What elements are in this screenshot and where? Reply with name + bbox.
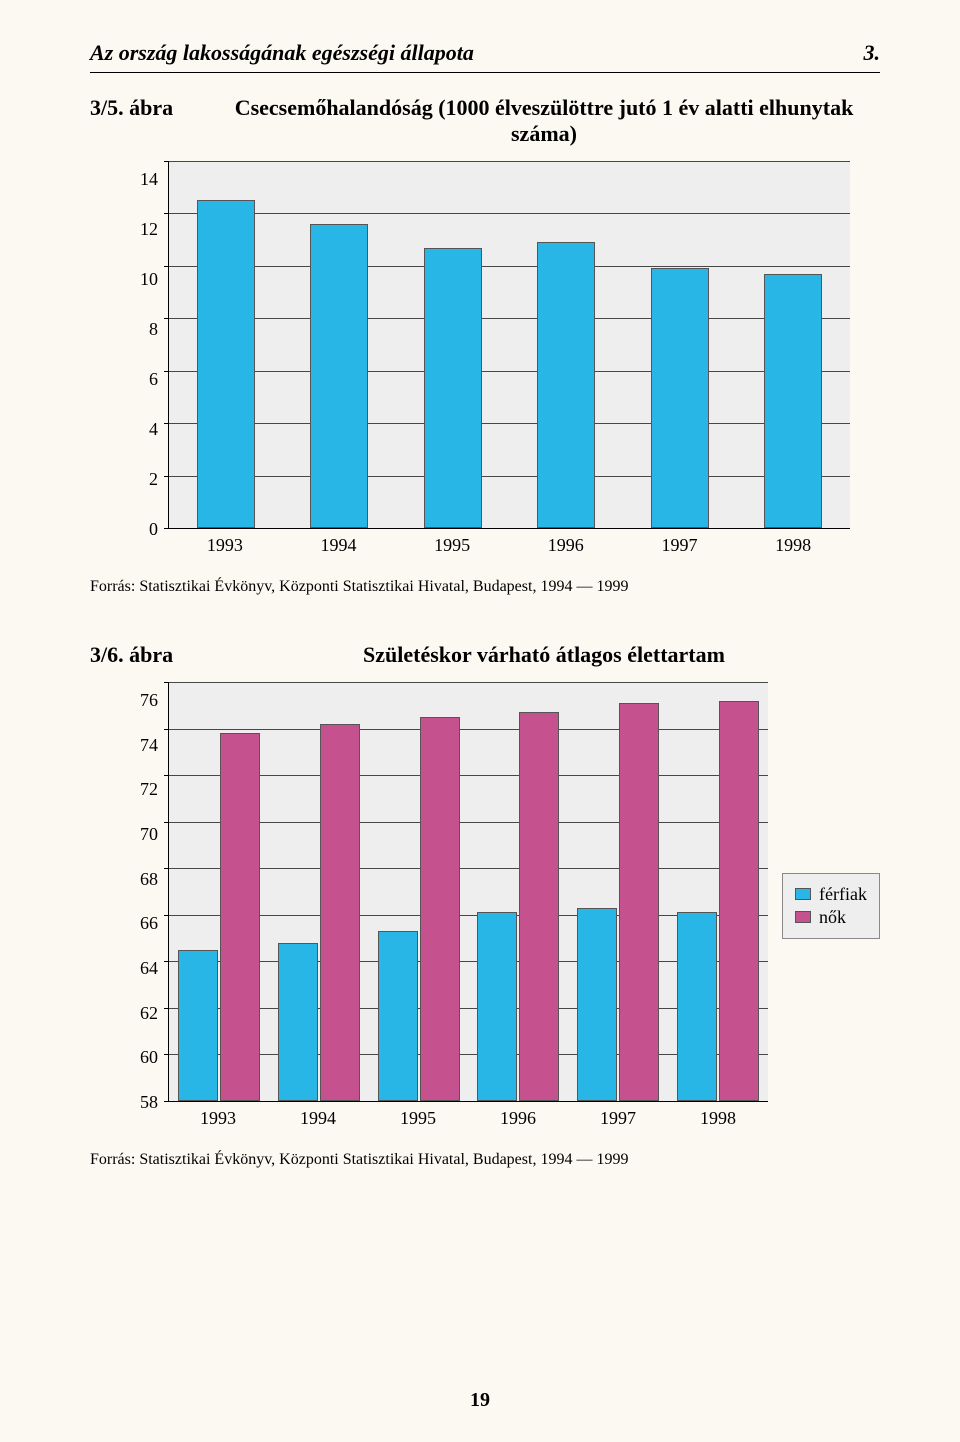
fig1-title: Csecsemőhalandóság (1000 élveszülöttre j…: [208, 95, 880, 147]
bar: [519, 712, 559, 1101]
legend-swatch: [795, 888, 811, 900]
header-rule: [90, 72, 880, 73]
y-tick-label: 6: [149, 370, 158, 388]
legend-item: férfiak: [795, 884, 867, 905]
bar: [378, 931, 418, 1101]
x-tick-label: 1993: [207, 535, 243, 556]
bar: [220, 733, 260, 1101]
y-tick-label: 64: [140, 959, 158, 977]
x-tick-label: 1998: [700, 1108, 736, 1129]
y-tick-label: 10: [140, 270, 158, 288]
x-tick-label: 1994: [300, 1108, 336, 1129]
page-header-title: Az ország lakosságának egészségi állapot…: [90, 40, 474, 66]
x-tick-label: 1998: [775, 535, 811, 556]
y-tick-label: 8: [149, 320, 158, 338]
fig1-label: 3/5. ábra: [90, 95, 208, 121]
x-tick-label: 1995: [400, 1108, 436, 1129]
fig2-label: 3/6. ábra: [90, 642, 208, 668]
bar: [320, 724, 360, 1101]
fig2-source: Forrás: Statisztikai Évkönyv, Központi S…: [90, 1151, 880, 1169]
bar: [677, 912, 717, 1101]
bar: [764, 274, 822, 528]
fig1-chart: 14 12 10 8 6 4 2 0 1993 1994 1995 1996 1997 1998: [140, 161, 850, 556]
bar: [420, 717, 460, 1101]
y-tick-label: 66: [140, 914, 158, 932]
bar: [619, 703, 659, 1101]
x-tick-label: 1997: [600, 1108, 636, 1129]
fig2-legend: férfiaknők: [782, 873, 880, 939]
legend-label: nők: [819, 907, 846, 928]
y-tick-label: 62: [140, 1004, 158, 1022]
fig1-x-axis: 1993 1994 1995 1996 1997 1998: [168, 529, 850, 556]
x-tick-label: 1994: [320, 535, 356, 556]
y-tick-label: 60: [140, 1048, 158, 1066]
bar: [178, 950, 218, 1101]
fig2-plot: [168, 682, 768, 1102]
bar: [310, 224, 368, 528]
legend-swatch: [795, 911, 811, 923]
bar: [424, 248, 482, 528]
fig1-plot: [168, 161, 850, 529]
y-tick-label: 4: [149, 420, 158, 438]
bar: [197, 200, 255, 528]
x-tick-label: 1995: [434, 535, 470, 556]
x-tick-label: 1993: [200, 1108, 236, 1129]
y-tick-label: 70: [140, 825, 158, 843]
y-tick-label: 72: [140, 780, 158, 798]
fig2-x-axis: 1993 1994 1995 1996 1997 1998: [168, 1102, 768, 1129]
y-tick-label: 12: [140, 220, 158, 238]
y-tick-label: 14: [140, 170, 158, 188]
bar: [651, 268, 709, 528]
bar: [477, 912, 517, 1101]
y-tick-label: 76: [140, 691, 158, 709]
x-tick-label: 1996: [548, 535, 584, 556]
y-tick-label: 2: [149, 470, 158, 488]
page-number: 19: [0, 1389, 960, 1412]
x-tick-label: 1997: [661, 535, 697, 556]
y-tick-label: 58: [140, 1093, 158, 1111]
y-tick-label: 68: [140, 870, 158, 888]
bar: [278, 943, 318, 1101]
legend-label: férfiak: [819, 884, 867, 905]
fig2-title: Születéskor várható átlagos élettartam: [208, 642, 880, 668]
y-tick-label: 74: [140, 736, 158, 754]
fig1-source: Forrás: Statisztikai Évkönyv, Központi S…: [90, 578, 880, 596]
bar: [537, 242, 595, 528]
legend-item: nők: [795, 907, 867, 928]
x-tick-label: 1996: [500, 1108, 536, 1129]
section-number: 3.: [864, 40, 881, 66]
fig2-chart: 76747270686664626058 1993199419951996199…: [140, 682, 768, 1129]
y-tick-label: 0: [149, 520, 158, 538]
bar: [719, 701, 759, 1101]
bar: [577, 908, 617, 1101]
